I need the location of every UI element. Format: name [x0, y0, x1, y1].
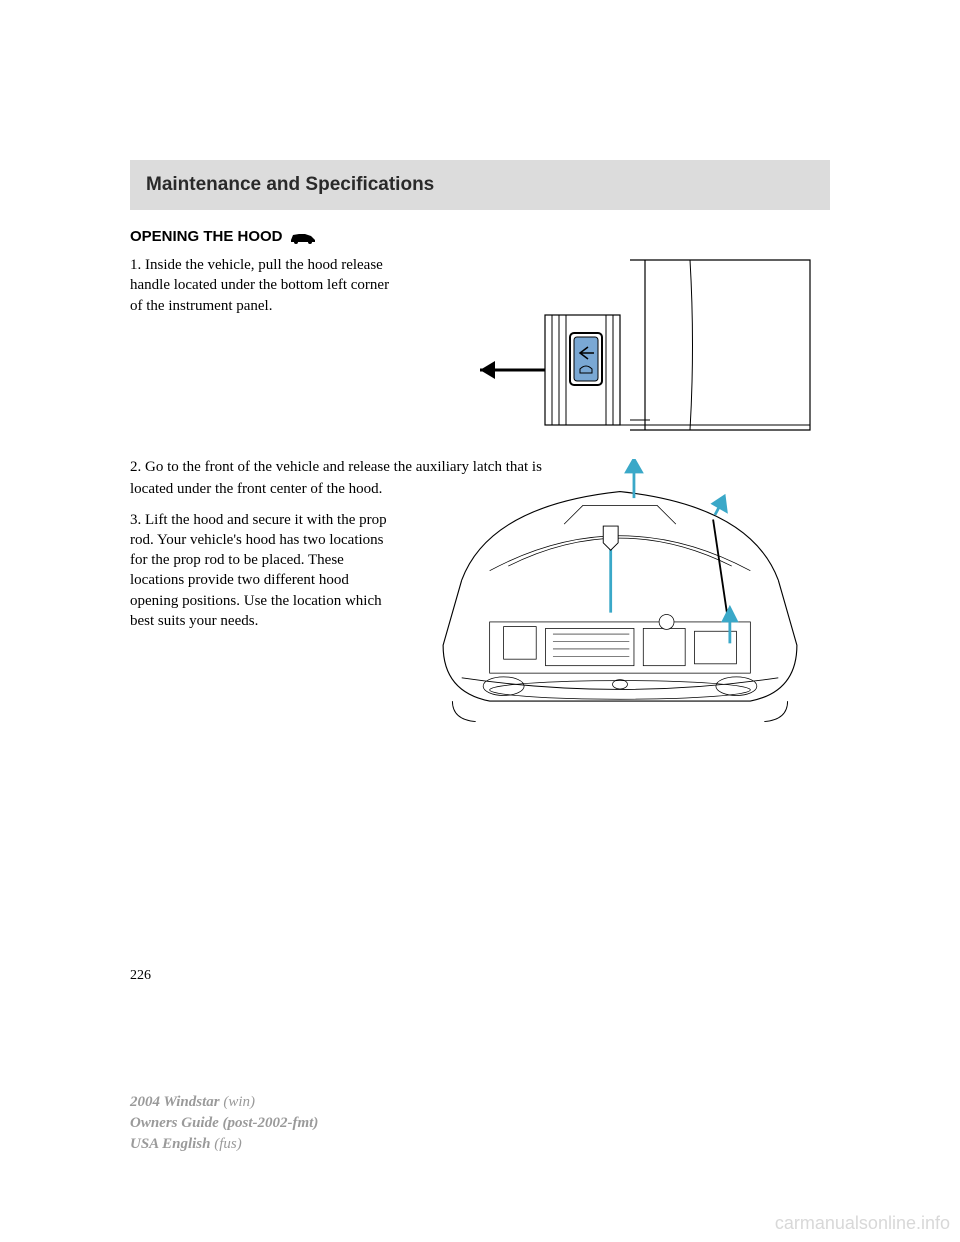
header-title: Maintenance and Specifications: [146, 174, 434, 195]
footer-model: 2004 Windstar: [130, 1094, 220, 1110]
figure-hood-release-handle: [410, 255, 830, 435]
footer-lang-code: (fus): [210, 1136, 241, 1152]
step-2-cont: located under the front center of the ho…: [130, 479, 390, 499]
footer: 2004 Windstar (win) Owners Guide (post-2…: [130, 1092, 318, 1155]
footer-line-3: USA English (fus): [130, 1134, 318, 1155]
footer-lang: USA English: [130, 1136, 210, 1152]
section-heading: OPENING THE HOOD: [130, 228, 830, 245]
step-1-text: 1. Inside the vehicle, pull the hood rel…: [130, 255, 390, 316]
step-3-text: 3. Lift the hood and secure it with the …: [130, 510, 390, 632]
figure-hood-open: [410, 459, 830, 729]
footer-guide: Owners Guide (post-2002-fmt): [130, 1115, 318, 1131]
car-icon: [289, 230, 317, 244]
footer-line-1: 2004 Windstar (win): [130, 1092, 318, 1113]
section-heading-text: OPENING THE HOOD: [130, 228, 283, 245]
footer-model-code: (win): [220, 1094, 255, 1110]
page-number: 226: [130, 968, 151, 984]
watermark: carmanualsonline.info: [775, 1213, 950, 1234]
footer-line-2: Owners Guide (post-2002-fmt): [130, 1113, 318, 1134]
header-bar: Maintenance and Specifications: [130, 160, 830, 210]
